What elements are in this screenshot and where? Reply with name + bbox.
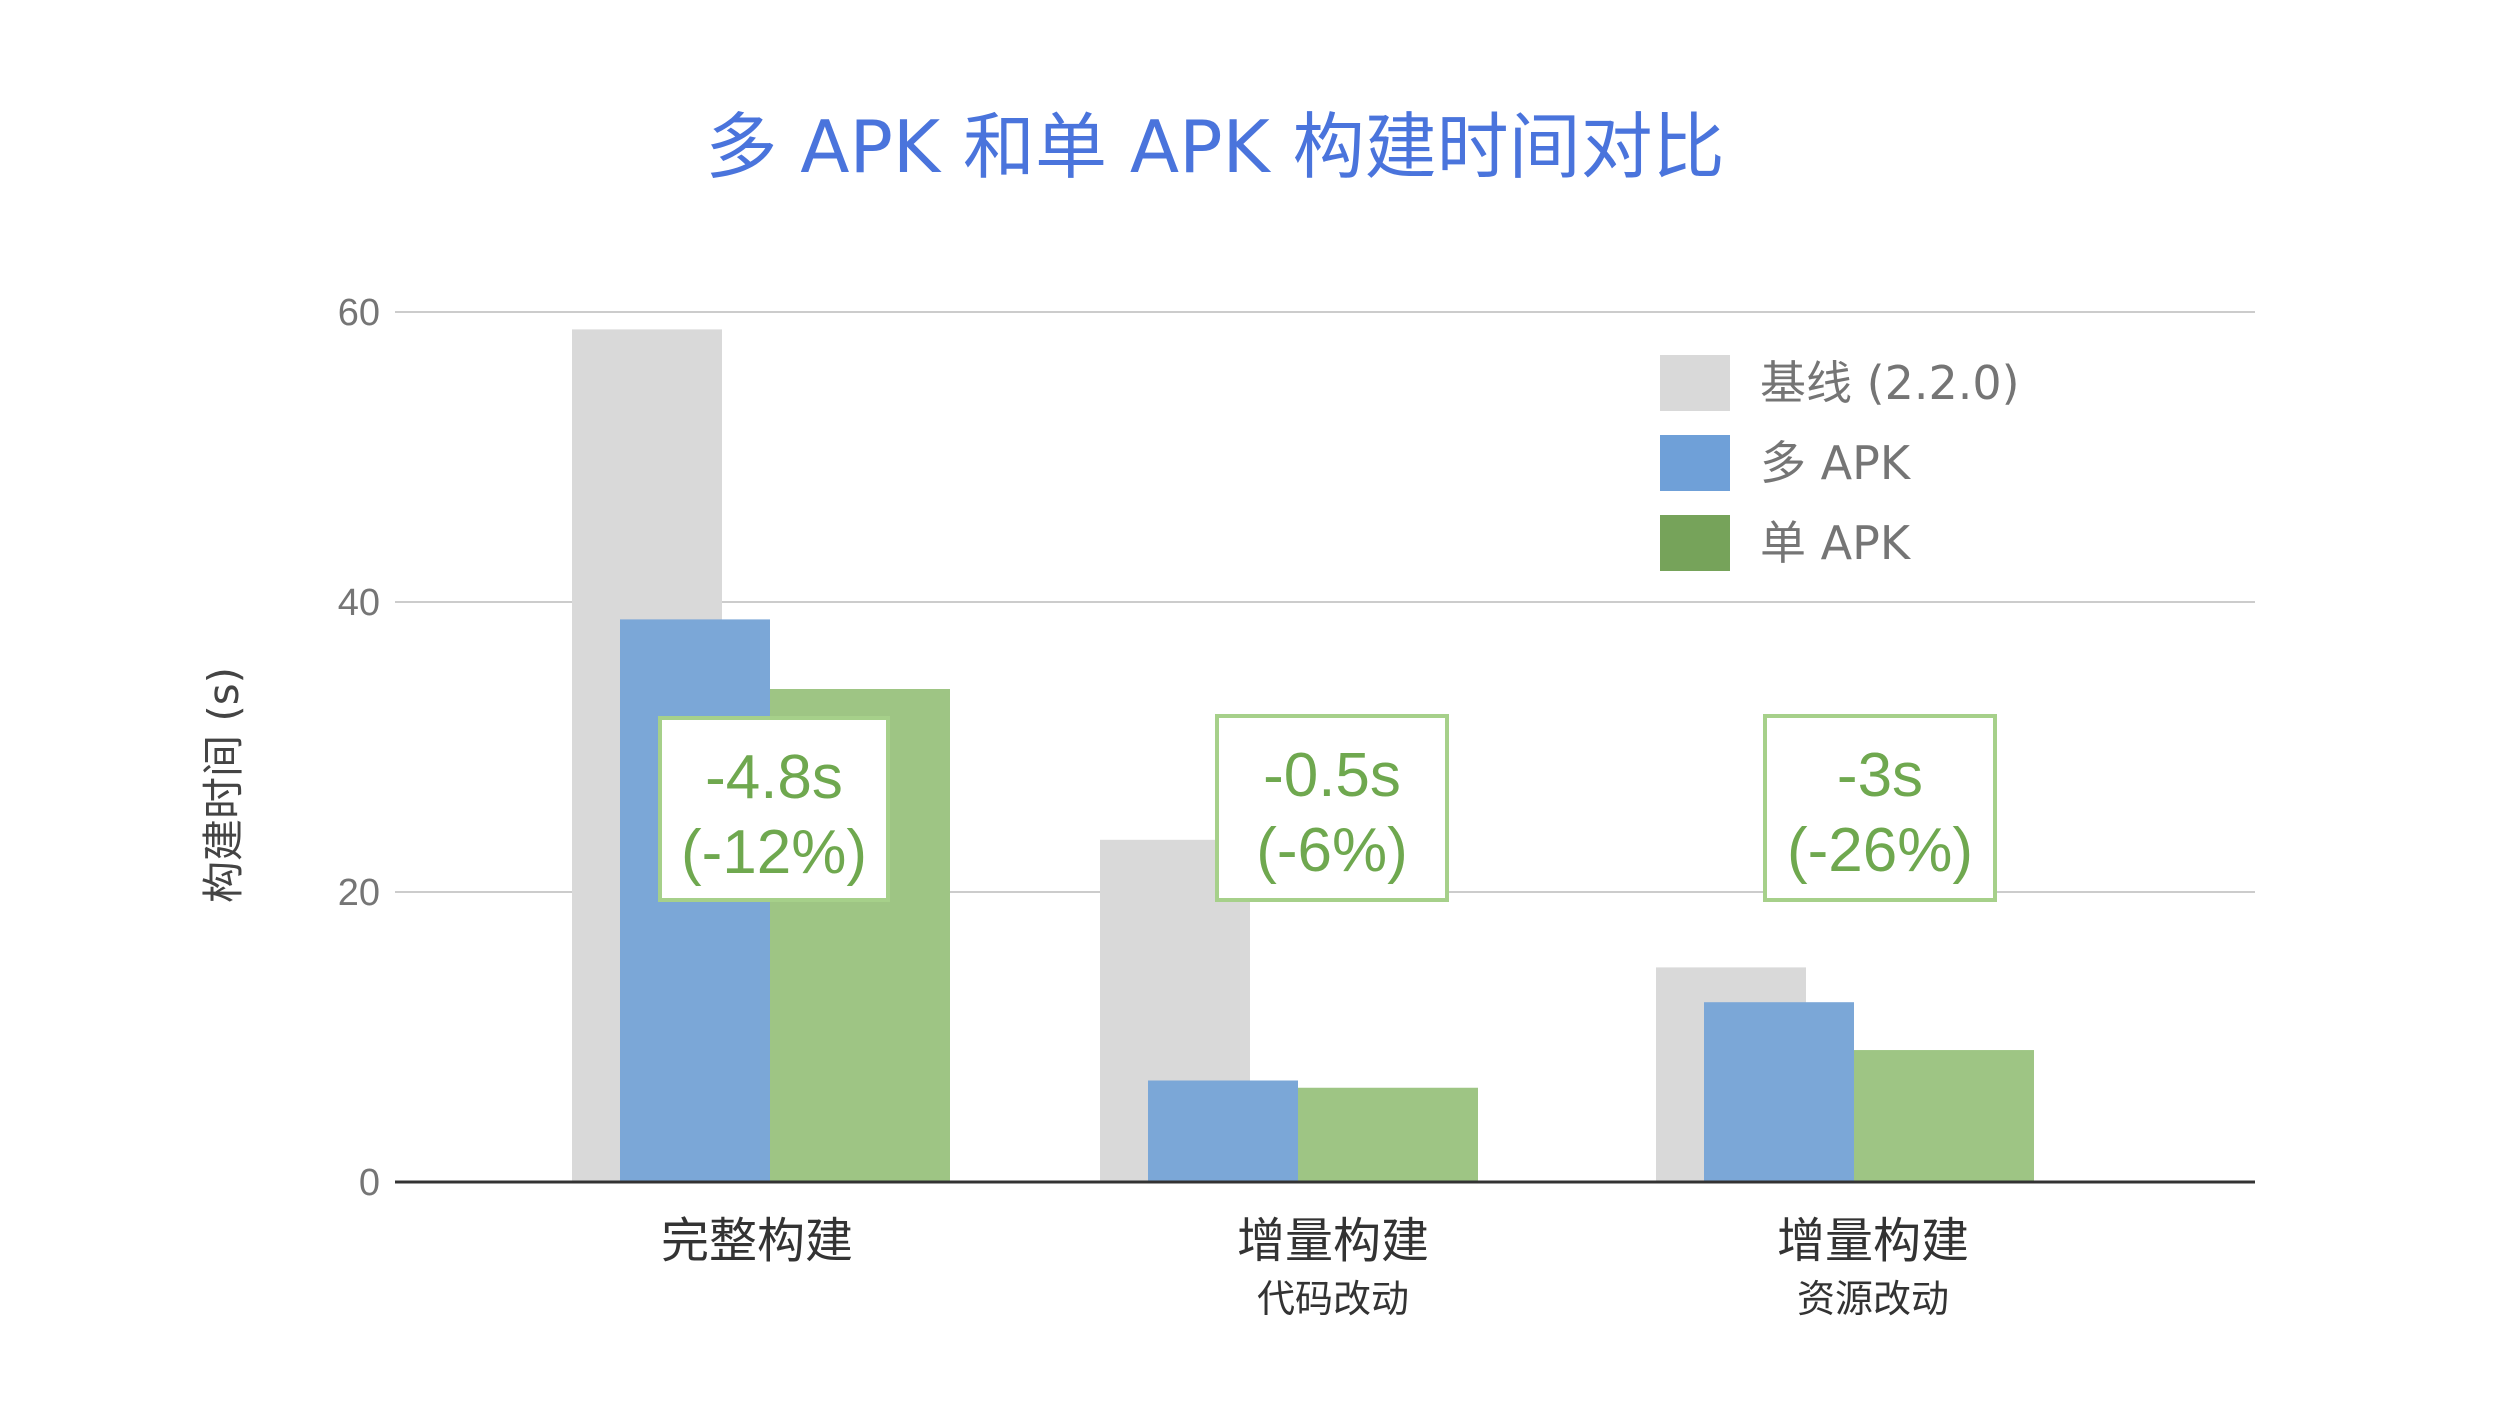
legend-swatch — [1660, 515, 1730, 571]
annotation-box — [1215, 714, 1449, 902]
bar-multi-apk-1 — [1148, 1080, 1298, 1182]
legend-label: 单 APK — [1760, 516, 1912, 570]
chart-title: 多 APK 和单 APK 构建时间对比 — [705, 105, 1724, 189]
annotation-percent: (-12%) — [681, 818, 867, 887]
y-axis-label: 构建时间 (s) — [199, 667, 248, 903]
y-tick-label: 0 — [359, 1162, 380, 1204]
bar-multi-apk-2 — [1704, 1002, 1854, 1182]
bar-single-apk-1 — [1298, 1087, 1478, 1182]
legend-swatch — [1660, 435, 1730, 491]
x-category-label: 增量构建 — [1237, 1213, 1429, 1269]
x-category-label: 增量构建 — [1777, 1213, 1969, 1269]
bar-single-apk-2 — [1854, 1050, 2034, 1182]
legend-label: 基线 (2.2.0) — [1760, 356, 2020, 410]
annotation-box — [658, 716, 890, 902]
annotation-percent: (-6%) — [1256, 816, 1408, 885]
legend-swatch — [1660, 355, 1730, 411]
annotation-delta: -4.8s — [705, 743, 843, 812]
y-tick-label: 60 — [338, 292, 380, 334]
x-category-sublabel: 代码改动 — [1257, 1277, 1409, 1321]
annotation-percent: (-26%) — [1787, 816, 1973, 885]
legend: 基线 (2.2.0) 多 APK 单 APK — [1660, 355, 2020, 571]
annotation-delta: -0.5s — [1263, 741, 1401, 810]
legend-label: 多 APK — [1760, 436, 1912, 490]
y-tick-label: 20 — [338, 872, 380, 914]
y-tick-labels: 0 20 40 60 — [338, 292, 380, 1204]
annotations: -4.8s(-12%) -0.5s(-6%) -3s(-26%) — [658, 714, 1997, 902]
x-category-label: 完整构建 — [661, 1213, 853, 1269]
x-category-sublabel: 资源改动 — [1797, 1277, 1949, 1321]
annotation-box — [1763, 714, 1997, 902]
y-tick-label: 40 — [338, 582, 380, 624]
annotation-delta: -3s — [1837, 741, 1923, 810]
